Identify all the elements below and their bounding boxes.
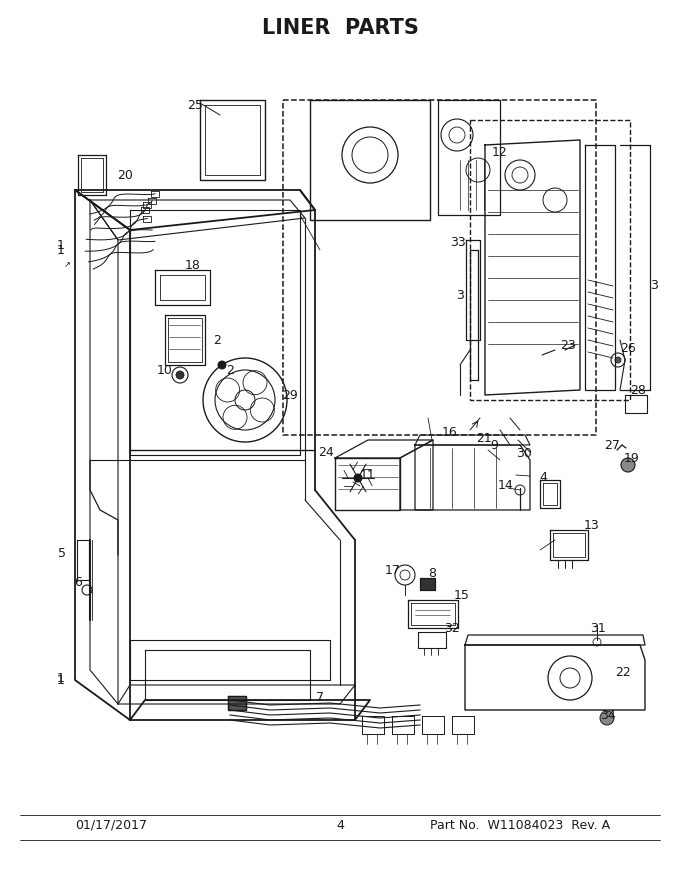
Text: 17: 17 — [385, 563, 401, 576]
Text: 27: 27 — [604, 438, 620, 451]
Text: 9: 9 — [490, 438, 498, 451]
Text: 7: 7 — [316, 691, 324, 703]
Text: 32: 32 — [444, 621, 460, 634]
Text: 18: 18 — [185, 259, 201, 272]
Circle shape — [621, 458, 635, 472]
Text: 26: 26 — [620, 341, 636, 355]
Text: 2: 2 — [213, 334, 221, 347]
Text: ↗: ↗ — [63, 260, 71, 269]
Text: 28: 28 — [630, 384, 646, 397]
Polygon shape — [228, 696, 246, 710]
Text: 21: 21 — [476, 431, 492, 444]
Text: 15: 15 — [454, 589, 470, 602]
Text: 22: 22 — [615, 665, 631, 678]
Text: LINER  PARTS: LINER PARTS — [262, 18, 418, 38]
Text: 25: 25 — [187, 99, 203, 112]
Text: Part No.  W11084023  Rev. A: Part No. W11084023 Rev. A — [430, 818, 610, 832]
Text: 13: 13 — [584, 518, 600, 532]
Text: 20: 20 — [117, 168, 133, 181]
Text: 34: 34 — [600, 708, 616, 722]
Text: 23: 23 — [560, 339, 576, 351]
Text: 2: 2 — [226, 363, 234, 377]
Text: 16: 16 — [442, 426, 458, 438]
Text: 1: 1 — [57, 671, 65, 685]
Text: 3: 3 — [456, 289, 464, 302]
Text: 3: 3 — [650, 278, 658, 291]
Text: 8: 8 — [428, 567, 436, 580]
Text: 6: 6 — [74, 576, 82, 589]
Circle shape — [354, 474, 362, 482]
Text: 01/17/2017: 01/17/2017 — [75, 818, 147, 832]
Text: 1: 1 — [57, 238, 65, 252]
Text: 1: 1 — [57, 673, 65, 686]
Text: 31: 31 — [590, 621, 606, 634]
Text: 11: 11 — [360, 468, 376, 481]
Text: 4: 4 — [336, 818, 344, 832]
Text: 24: 24 — [318, 445, 334, 458]
Text: 4: 4 — [539, 471, 547, 483]
Text: 33: 33 — [450, 236, 466, 248]
Circle shape — [600, 711, 614, 725]
Text: 1: 1 — [57, 244, 65, 256]
Text: 10: 10 — [157, 363, 173, 377]
Circle shape — [615, 357, 621, 363]
Text: 5: 5 — [58, 546, 66, 560]
Circle shape — [176, 371, 184, 379]
Text: 19: 19 — [624, 451, 640, 465]
Text: 12: 12 — [492, 145, 508, 158]
Text: 29: 29 — [282, 388, 298, 401]
Text: 30: 30 — [516, 446, 532, 459]
Text: 14: 14 — [498, 479, 514, 492]
Circle shape — [218, 361, 226, 369]
Polygon shape — [420, 578, 435, 590]
